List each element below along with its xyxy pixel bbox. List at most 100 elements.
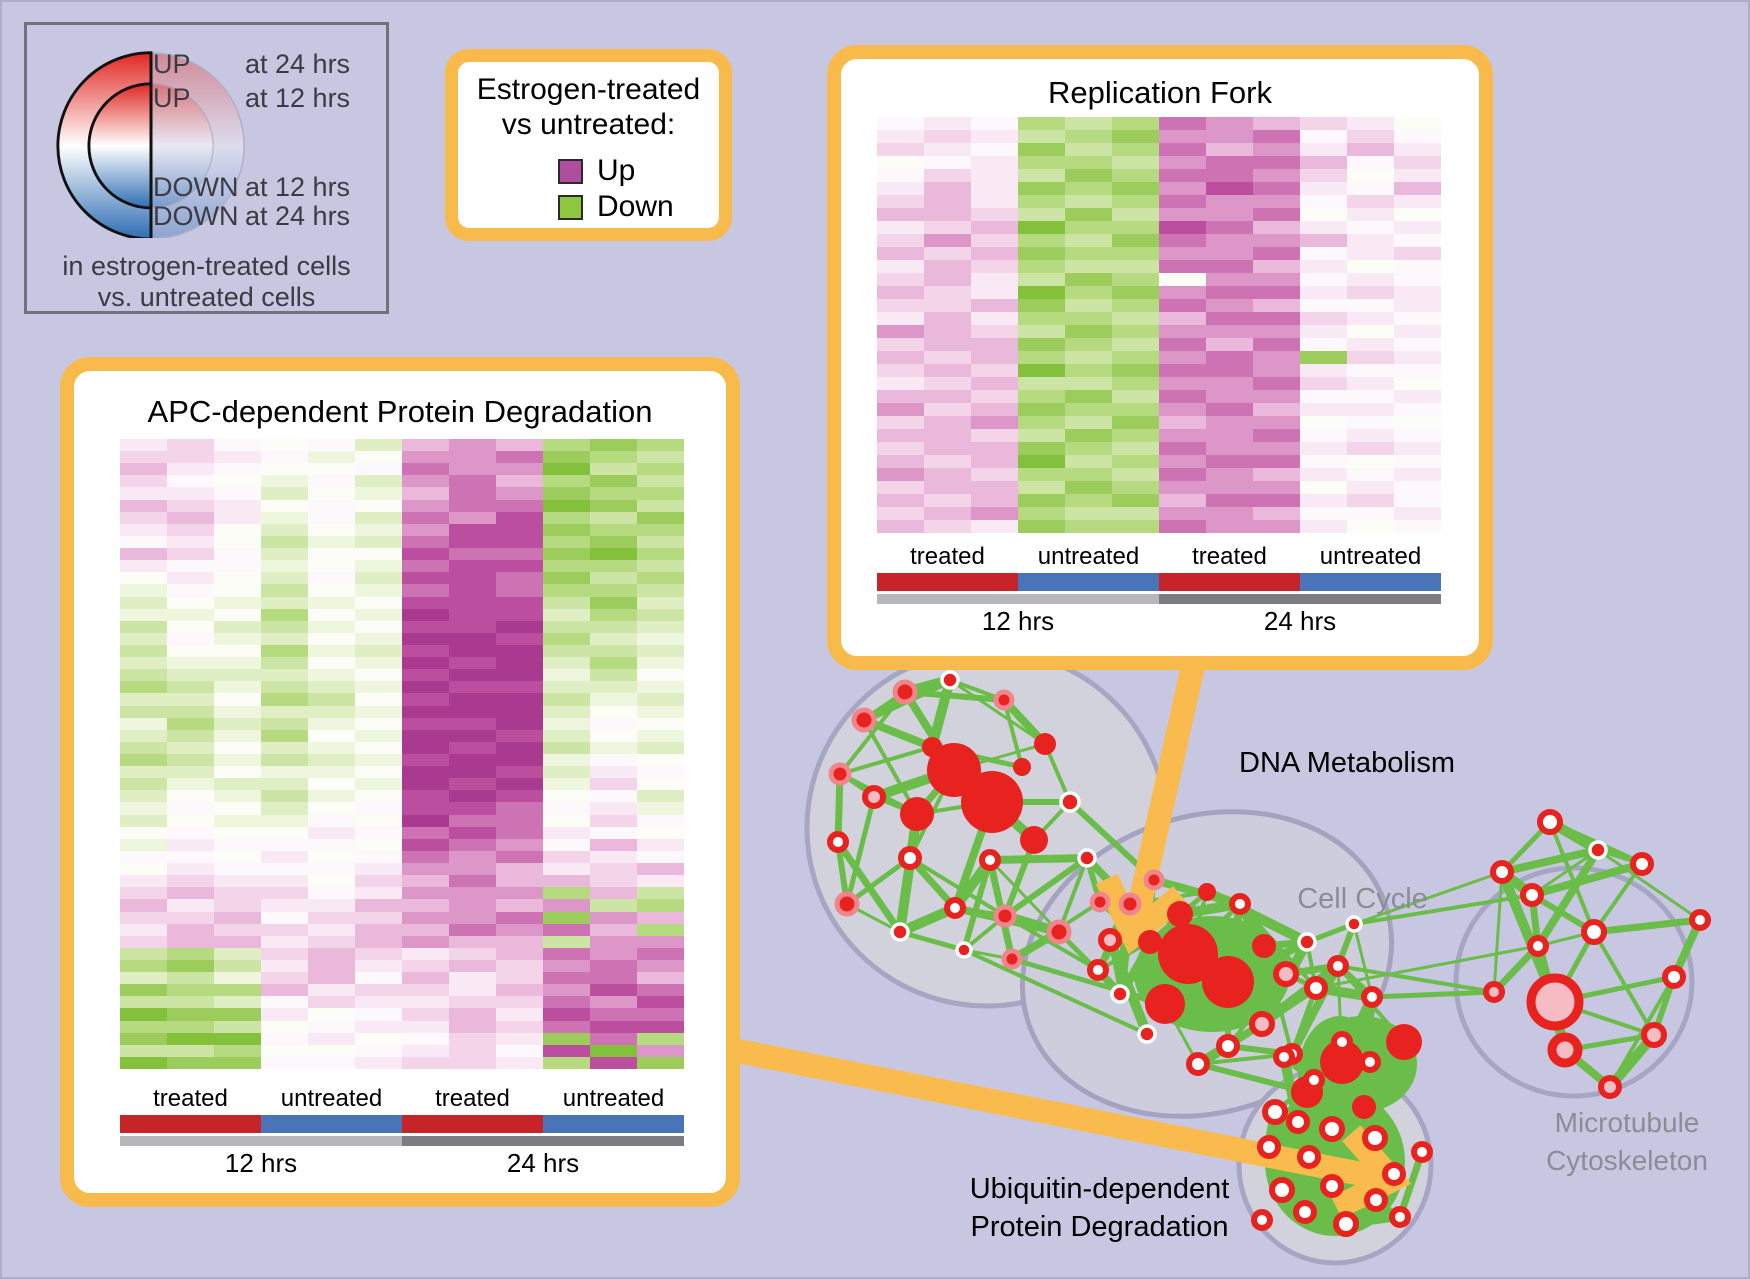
heatmap-cell [167,439,214,452]
heatmap-cell [449,838,496,851]
heatmap-cell [449,1044,496,1057]
heatmap-cell [214,947,261,960]
flow-arrow-head [1095,873,1189,955]
heatmap-cell [308,754,355,767]
heatmap-cell [1253,403,1300,416]
heatmap-cell [214,596,261,609]
heatmap-cell [1159,234,1206,247]
network-node [1089,891,1111,913]
heatmap-cell [308,620,355,633]
heatmap-cell [924,286,971,299]
flow-arrow-shaft [1121,654,1207,938]
heatmap-cell [637,535,684,549]
heatmap-cell [590,996,637,1009]
heatmap-cell [496,899,543,912]
time-color-bar [877,594,1441,604]
condition-label: treated [153,1085,228,1112]
heatmap-cell [637,439,684,452]
heatmap-cell [543,584,590,597]
heatmap-cell [543,632,590,645]
network-node [892,679,918,705]
heatmap-cell [1347,520,1394,533]
heatmap-cell [1018,117,1065,130]
heatmap-cell [308,729,355,742]
network-node [1598,1075,1622,1099]
heatmap-cell [355,644,402,658]
heatmap-cell [214,693,261,706]
network-node [1110,984,1130,1004]
network-node [1297,932,1317,952]
network-edge [1531,848,1599,897]
heatmap-cell [167,741,214,754]
heatmap-cell [308,463,355,476]
network-edge [904,689,1005,703]
heatmap-cell [637,947,684,960]
network-edge [1597,848,1701,922]
down-label: Down [597,190,674,223]
heatmap-cell [1394,507,1441,520]
heatmap-cell [1300,351,1347,364]
heatmap-cell [214,984,261,997]
heatmap-cell [543,657,590,670]
heatmap-cell [120,620,167,633]
heatmap-cell [543,778,590,791]
heatmap-cell [261,984,308,997]
color-key-panel: Estrogen-treated vs untreated: Up Down [445,49,732,241]
heatmap-cell [543,560,590,573]
heatmap-cell [308,475,355,488]
network-node [828,762,852,786]
heatmap-cell [543,1032,590,1045]
heatmap-cell [1206,403,1253,416]
heatmap-cell [877,481,924,494]
microtubule-label-line1: Microtubule [1554,1107,1700,1138]
network-node [1098,928,1122,952]
heatmap-cell [355,463,402,476]
network-node [1202,956,1254,1008]
heatmap-cell [1347,273,1394,286]
heatmap-cell [1300,130,1347,143]
network-node [1364,1188,1388,1212]
heatmap-cell [496,984,543,997]
heatmap-cell [590,475,637,488]
heatmap-cell [355,717,402,730]
heatmap-cell [1112,221,1159,234]
heatmap-cell [402,947,449,960]
heatmap-cell [637,523,684,536]
heatmap-cell [1065,520,1112,533]
heatmap-cell [590,887,637,900]
heatmap-cell [924,507,971,520]
heatmap-cell [308,984,355,997]
heatmap-cell [637,923,684,936]
heatmap-cell [214,911,261,924]
heatmap-cell [261,826,308,839]
heatmap-cell [971,507,1018,520]
heatmap-cell [590,863,637,876]
heatmap-cell [971,195,1018,208]
heatmap-cell [355,935,402,948]
heatmap-cell [449,875,496,888]
network-node [1327,955,1349,977]
heatmap-cell [496,850,543,864]
heatmap-cell [1253,260,1300,273]
heatmap-cell [1159,130,1206,143]
heatmap-cell [496,620,543,633]
heatmap-cell [971,273,1018,286]
network-node [1143,869,1165,891]
heatmap-cell [449,1020,496,1033]
heatmap-cell [637,584,684,597]
heatmap-cell [1394,468,1441,481]
heatmap-cell [877,325,924,338]
heatmap-cell [120,632,167,645]
heatmap-cell [402,766,449,779]
down-color-swatch [558,194,583,220]
heatmap-cell [971,325,1018,338]
heatmap-cell [637,681,684,694]
heatmap-cell [308,596,355,609]
heatmap-cell [1394,182,1441,195]
network-node [1362,1125,1388,1151]
heatmap-cell [1206,520,1253,533]
network-edge [989,854,1088,864]
heatmap-cell [1112,312,1159,325]
network-edge [1501,846,1599,876]
apc-degradation-panel: APC-dependent Protein Degradation treate… [60,357,740,1207]
